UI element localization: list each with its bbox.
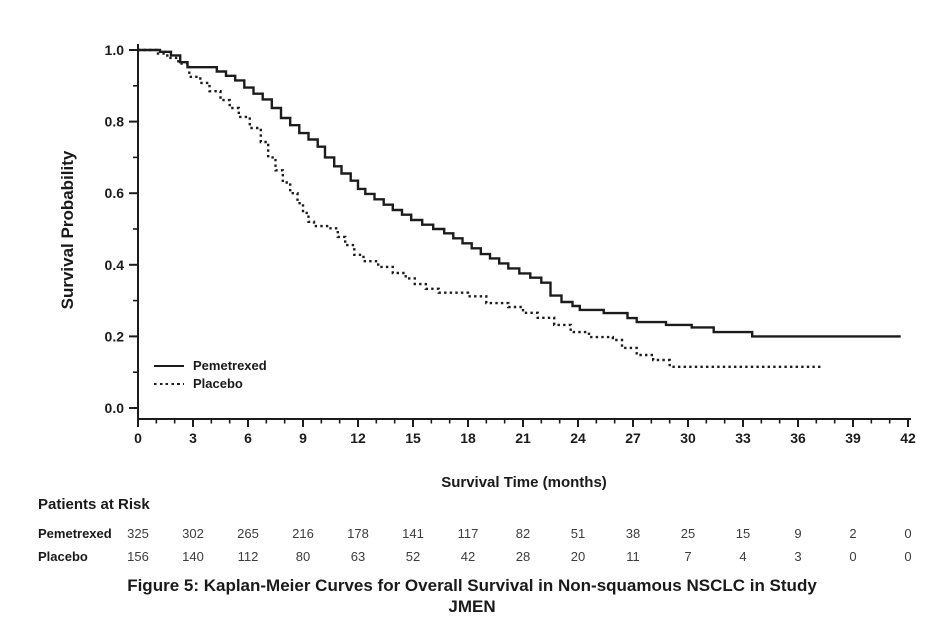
at-risk-count: 3 bbox=[794, 549, 802, 564]
x-tick-label: 3 bbox=[189, 430, 197, 446]
x-tick-label: 21 bbox=[515, 430, 531, 446]
at-risk-count: 9 bbox=[794, 526, 802, 541]
at-risk-count: 178 bbox=[347, 526, 369, 541]
x-tick-label: 0 bbox=[134, 430, 142, 446]
at-risk-count: 216 bbox=[292, 526, 314, 541]
at-risk-count: 117 bbox=[457, 526, 479, 541]
at-risk-count: 51 bbox=[570, 526, 586, 541]
dotted-line-swatch bbox=[154, 382, 184, 386]
y-tick-label: 0.4 bbox=[105, 257, 125, 273]
at-risk-row-label-pemetrexed: Pemetrexed bbox=[38, 526, 112, 541]
y-axis-title: Survival Probability bbox=[58, 150, 77, 310]
legend-item-pemetrexed: Pemetrexed bbox=[154, 359, 267, 373]
at-risk-count: 302 bbox=[182, 526, 204, 541]
x-tick-label: 30 bbox=[680, 430, 696, 446]
figure-caption: Figure 5: Kaplan-Meier Curves for Overal… bbox=[0, 575, 944, 617]
legend-label: Pemetrexed bbox=[193, 358, 267, 373]
y-tick-label: 0.8 bbox=[105, 114, 125, 130]
at-risk-count: 38 bbox=[625, 526, 641, 541]
legend: Pemetrexed Placebo bbox=[154, 359, 267, 391]
at-risk-count: 63 bbox=[350, 549, 366, 564]
legend-label: Placebo bbox=[193, 376, 243, 391]
x-tick-label: 6 bbox=[244, 430, 252, 446]
x-tick-label: 27 bbox=[625, 430, 641, 446]
at-risk-count: 0 bbox=[904, 526, 912, 541]
x-tick-label: 24 bbox=[570, 430, 586, 446]
at-risk-count: 80 bbox=[295, 549, 311, 564]
y-tick-label: 1.0 bbox=[105, 42, 125, 58]
at-risk-count: 28 bbox=[515, 549, 531, 564]
caption-line-1: Figure 5: Kaplan-Meier Curves for Overal… bbox=[127, 576, 817, 595]
survival-curve-placebo bbox=[138, 48, 822, 368]
at-risk-count: 156 bbox=[127, 549, 149, 564]
y-tick-label: 0.6 bbox=[105, 185, 125, 201]
x-tick-label: 12 bbox=[350, 430, 366, 446]
at-risk-count: 52 bbox=[405, 549, 421, 564]
at-risk-count: 140 bbox=[182, 549, 204, 564]
legend-item-placebo: Placebo bbox=[154, 377, 267, 391]
x-tick-label: 15 bbox=[405, 430, 421, 446]
x-tick-label: 39 bbox=[845, 430, 861, 446]
at-risk-count: 15 bbox=[735, 526, 751, 541]
x-tick-label: 9 bbox=[299, 430, 307, 446]
x-tick-label: 36 bbox=[790, 430, 806, 446]
at-risk-count: 141 bbox=[402, 526, 424, 541]
y-tick-label: 0.2 bbox=[105, 328, 125, 344]
x-tick-label: 18 bbox=[460, 430, 476, 446]
at-risk-count: 20 bbox=[570, 549, 586, 564]
caption-line-2: JMEN bbox=[448, 597, 496, 616]
x-tick-label: 42 bbox=[900, 430, 916, 446]
at-risk-count: 25 bbox=[680, 526, 696, 541]
at-risk-count: 112 bbox=[237, 549, 259, 564]
at-risk-count: 325 bbox=[127, 526, 149, 541]
at-risk-count: 11 bbox=[626, 549, 640, 564]
at-risk-count: 0 bbox=[904, 549, 912, 564]
at-risk-count: 82 bbox=[515, 526, 531, 541]
x-axis-title: Survival Time (months) bbox=[441, 474, 607, 491]
at-risk-count: 7 bbox=[684, 549, 692, 564]
solid-line-swatch bbox=[154, 364, 184, 368]
at-risk-row-label-placebo: Placebo bbox=[38, 549, 88, 564]
x-tick-label: 33 bbox=[735, 430, 751, 446]
at-risk-count: 42 bbox=[460, 549, 476, 564]
at-risk-count: 265 bbox=[237, 526, 259, 541]
at-risk-count: 4 bbox=[739, 549, 747, 564]
y-tick-label: 0.0 bbox=[105, 400, 125, 416]
survival-curve-pemetrexed bbox=[138, 48, 901, 338]
patients-at-risk-heading: Patients at Risk bbox=[38, 496, 150, 513]
at-risk-count: 2 bbox=[849, 526, 857, 541]
at-risk-count: 0 bbox=[849, 549, 857, 564]
